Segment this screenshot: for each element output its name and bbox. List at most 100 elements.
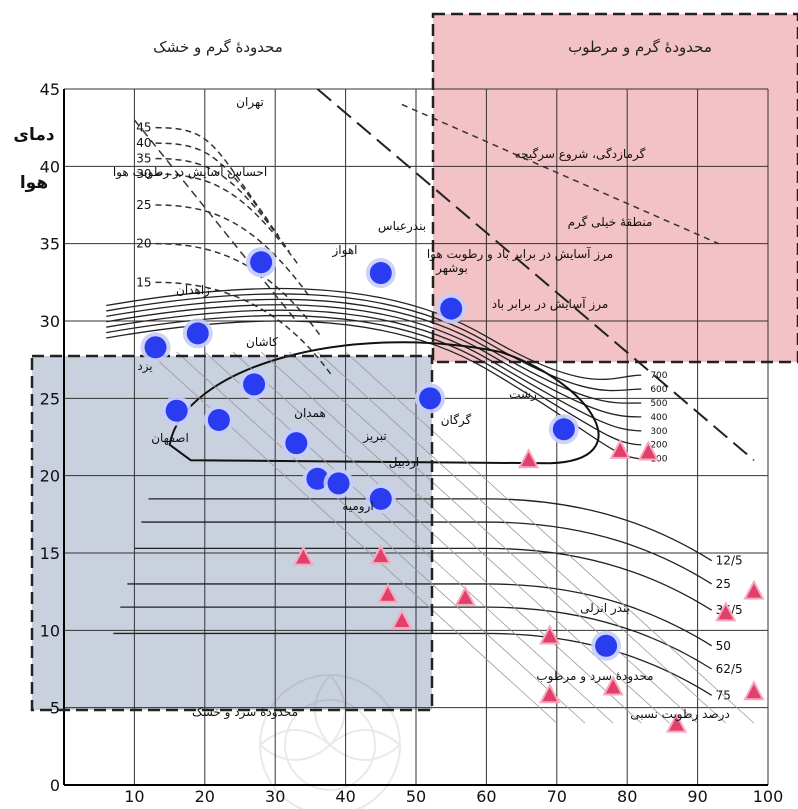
triangle-marker xyxy=(377,582,399,603)
city-label-ahvaz: اهواز xyxy=(332,243,358,258)
wind-curve-label: 400 xyxy=(650,413,667,423)
ylabel-line1: دمای xyxy=(13,125,54,145)
triangle-marker xyxy=(517,448,540,469)
city-marker-dot xyxy=(250,251,273,274)
very-hot-label: منطقهٔ خیلی گرم xyxy=(568,215,653,230)
triangle-marker xyxy=(370,543,392,565)
xlabel: درصد رطوبت نسبی xyxy=(630,707,730,722)
city-marker-dot xyxy=(165,399,188,422)
region-cold-dry-title: محدودهٔ سرد و خشک xyxy=(192,705,298,720)
comfort-dashed-curve xyxy=(155,204,312,299)
dashed-curve-label: 30 xyxy=(136,167,151,181)
vapor-line xyxy=(120,606,713,670)
wind-curve xyxy=(106,304,642,418)
triangle-marker xyxy=(665,712,688,733)
y-tick-label: 15 xyxy=(40,544,60,563)
wind-curve xyxy=(106,320,642,460)
city-marker-dot xyxy=(440,297,463,320)
city-label-tehran: تهران xyxy=(236,95,264,110)
x-tick-label: 10 xyxy=(124,787,144,806)
y-tick-label: 30 xyxy=(40,312,60,331)
vapor-line-label: 62/5 xyxy=(716,662,743,676)
city-marker-dot xyxy=(243,373,266,396)
city-marker xyxy=(365,483,396,514)
x-tick-label: 40 xyxy=(335,787,355,806)
markers xyxy=(140,247,765,733)
city-label-anzali: بندر انزلی xyxy=(580,601,630,616)
x-tick-label: 30 xyxy=(265,787,285,806)
city-marker xyxy=(281,428,312,459)
vapor-line-label: 25 xyxy=(716,577,731,591)
city-marker xyxy=(203,404,234,435)
y-tick-label: 10 xyxy=(40,621,60,640)
city-label-rasht: رشت xyxy=(509,387,537,402)
triangle-marker xyxy=(602,675,624,696)
wind-curve xyxy=(106,309,642,432)
region-hot-dry-title: محدودهٔ گرم و خشک xyxy=(153,38,283,56)
city-marker xyxy=(161,395,192,426)
city-marker xyxy=(436,293,467,324)
vapor-line xyxy=(141,521,713,585)
wind-curve-label: 700 xyxy=(650,371,667,381)
wind-curve xyxy=(106,314,642,446)
y-tick-label: 40 xyxy=(40,157,60,176)
city-label-gorgan: گرگان xyxy=(441,413,472,428)
triangle-marker xyxy=(539,683,561,704)
wind-curve-label: 200 xyxy=(650,441,667,451)
city-marker xyxy=(182,318,213,349)
y-tick-label: 35 xyxy=(40,235,60,254)
hot-humid-region xyxy=(433,14,798,362)
city-marker xyxy=(415,383,446,414)
diagonal-guide xyxy=(204,351,614,724)
x-tick-label: 20 xyxy=(195,787,215,806)
cold-dry-region xyxy=(32,356,432,710)
triangle-marker xyxy=(391,608,413,630)
grid xyxy=(64,88,769,785)
city-label-ardabil: اردبیل xyxy=(389,455,420,470)
city-marker xyxy=(548,414,579,445)
y-tick-label: 45 xyxy=(40,80,60,99)
dashed-curve-label: 25 xyxy=(136,198,151,212)
vapor-line-label: 50 xyxy=(716,639,731,653)
very-hot-boundary xyxy=(316,88,755,461)
city-marker xyxy=(591,630,622,661)
city-label-hamedan: همدان xyxy=(294,406,326,420)
city-marker-dot xyxy=(327,472,350,495)
city-label-isfahan: اصفهان xyxy=(151,431,189,445)
triangle-marker xyxy=(743,680,765,701)
diagonal-guide xyxy=(289,351,698,724)
comfort-wind-humidity-label: مرز آسایش در برابر باد و رطوبت هوا xyxy=(427,246,613,262)
heatstroke-boundary xyxy=(401,103,720,245)
y-tick-label: 5 xyxy=(50,699,60,718)
city-label-bandar-abbas: بندرعباس xyxy=(378,219,426,234)
dashed-curve-label: 35 xyxy=(136,152,151,166)
city-label-urmia: ارومیه xyxy=(342,499,373,514)
x-tick-label: 80 xyxy=(617,787,637,806)
vapor-line xyxy=(127,583,713,647)
triangle-marker xyxy=(454,585,476,606)
wind-curve xyxy=(106,293,642,392)
city-marker xyxy=(246,247,277,278)
city-marker-dot xyxy=(144,336,167,359)
hot-humid-border xyxy=(431,12,798,364)
region-cold-humid-title: محدودهٔ سرد و مرطوب xyxy=(536,669,653,684)
city-marker-dot xyxy=(595,634,618,657)
comfort-dashed-curve xyxy=(155,126,269,221)
city-marker-dot xyxy=(186,322,209,345)
city-marker xyxy=(323,468,354,499)
triangle-marker xyxy=(637,440,659,461)
city-marker xyxy=(239,369,270,400)
triangle-marker xyxy=(292,545,315,566)
x-tick-label: 70 xyxy=(547,787,567,806)
city-marker-dot xyxy=(285,432,308,455)
city-label-bushehr: بوشهر xyxy=(435,261,468,276)
x-tick-label: 60 xyxy=(476,787,496,806)
city-marker-dot xyxy=(552,418,575,441)
comfort-wind-label: مرز آسایش در برابر باد xyxy=(492,296,609,312)
y-tick-label: 0 xyxy=(50,776,60,795)
wind-curve-label: 600 xyxy=(650,385,667,395)
wind-curve xyxy=(106,298,642,404)
x-tick-label: 100 xyxy=(753,787,784,806)
watermark-flower xyxy=(259,674,401,809)
city-marker-dot xyxy=(369,262,392,285)
